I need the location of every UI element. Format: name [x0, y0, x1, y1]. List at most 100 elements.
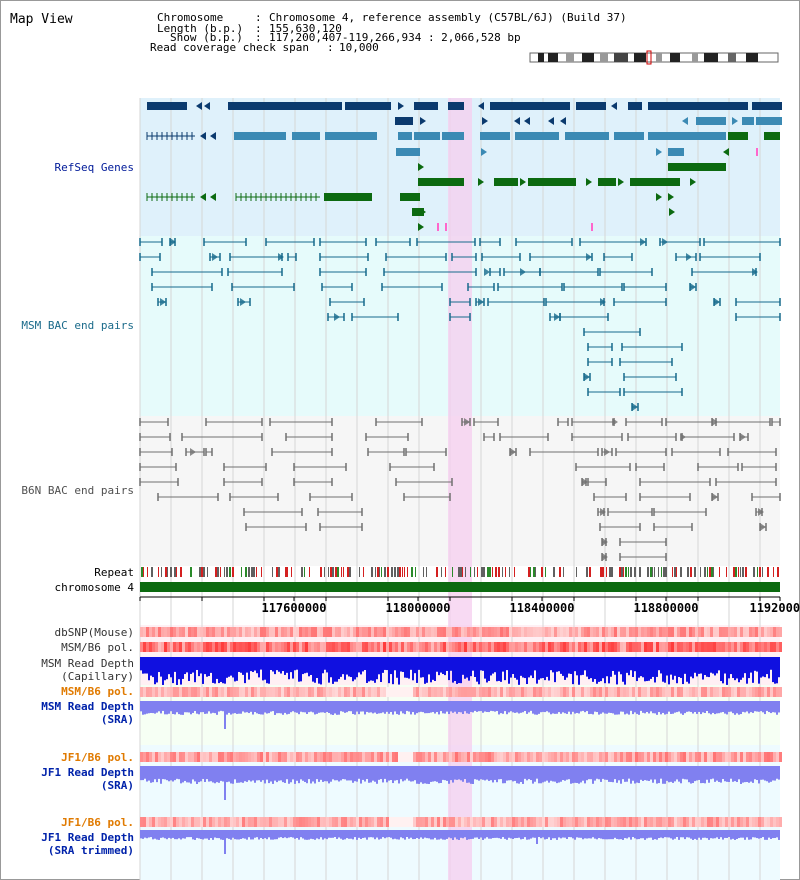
- read-depth-bar: [216, 830, 218, 839]
- polymorphism-cell: [386, 752, 389, 762]
- gene-block: [598, 178, 616, 186]
- polymorphism-cell: [701, 642, 704, 652]
- read-depth-bar: [414, 830, 416, 840]
- read-depth-bar: [610, 766, 612, 782]
- polymorphism-cell: [545, 817, 548, 827]
- polymorphism-cell: [713, 627, 716, 637]
- read-depth-bar: [634, 766, 636, 784]
- chromosome-bar[interactable]: [140, 582, 780, 592]
- read-depth-bar: [592, 657, 594, 682]
- polymorphism-cell: [746, 642, 749, 652]
- polymorphism-cell: [689, 752, 692, 762]
- repeat-element: [740, 567, 741, 577]
- polymorphism-cell: [191, 817, 194, 827]
- polymorphism-cell: [758, 627, 761, 637]
- polymorphism-cell: [170, 642, 173, 652]
- polymorphism-cell: [761, 687, 764, 697]
- read-depth-bar: [202, 766, 204, 779]
- read-depth-bar: [668, 701, 670, 712]
- read-depth-bar: [566, 657, 568, 678]
- polymorphism-cell: [458, 817, 461, 827]
- read-depth-bar: [274, 701, 276, 715]
- polymorphism-cell: [521, 752, 524, 762]
- read-depth-bar: [178, 766, 180, 780]
- polymorphism-cell: [557, 687, 560, 697]
- polymorphism-cell: [296, 627, 299, 637]
- read-depth-bar: [658, 830, 660, 839]
- read-depth-bar: [726, 657, 728, 685]
- polymorphism-cell: [512, 687, 515, 697]
- read-depth-bar: [342, 830, 344, 840]
- polymorphism-cell: [188, 627, 191, 637]
- read-depth-bar: [668, 657, 670, 685]
- polymorphism-cell: [158, 752, 161, 762]
- polymorphism-cell: [581, 627, 584, 637]
- read-depth-bar: [444, 830, 446, 840]
- polymorphism-cell: [680, 642, 683, 652]
- read-depth-bar: [682, 830, 684, 838]
- b6n-bac-end-pairs-track[interactable]: [139, 418, 781, 561]
- polymorphism-cell: [455, 817, 458, 827]
- polymorphism-cell: [185, 642, 188, 652]
- polymorphism-cell: [617, 627, 620, 637]
- polymorphism-cell: [608, 687, 611, 697]
- polymorphism-cell: [602, 642, 605, 652]
- polymorphism-cell: [773, 627, 776, 637]
- polymorphism-cell: [290, 642, 293, 652]
- polymorphism-cell: [155, 817, 158, 827]
- chromosome-ideogram[interactable]: [529, 50, 779, 65]
- read-depth-bar: [410, 830, 412, 838]
- gene-arrow: [210, 132, 216, 140]
- repeat-element: [733, 567, 735, 577]
- polymorphism-cell: [605, 687, 608, 697]
- read-depth-bar: [392, 657, 394, 685]
- ruler-tick-label: 117600000: [261, 601, 326, 615]
- polymorphism-cell: [536, 687, 539, 697]
- read-depth-bar: [476, 830, 478, 838]
- repeat-element: [347, 567, 349, 577]
- polymorphism-cell: [371, 817, 374, 827]
- polymorphism-cell: [485, 687, 488, 697]
- polymorphism-cell: [446, 817, 449, 827]
- read-depth-bar: [762, 766, 764, 780]
- read-depth-bar: [514, 766, 516, 781]
- read-depth-bar: [400, 701, 402, 712]
- repeat-element: [320, 567, 322, 577]
- read-depth-bar: [644, 701, 646, 714]
- polymorphism-cell: [695, 687, 698, 697]
- read-depth-bar: [594, 701, 596, 712]
- repeat-element: [530, 567, 531, 577]
- gene-block: [515, 132, 559, 140]
- polymorphism-cell: [299, 817, 302, 827]
- polymorphism-cell: [284, 817, 287, 827]
- polymorphism-cell: [350, 817, 353, 827]
- polymorphism-cell: [251, 817, 254, 827]
- polymorphism-cell: [194, 642, 197, 652]
- read-depth-bar: [238, 657, 240, 672]
- polymorphism-cell: [164, 642, 167, 652]
- msm-bac-end-pairs-track[interactable]: [139, 238, 781, 411]
- polymorphism-cell: [482, 642, 485, 652]
- polymorphism-cell: [197, 627, 200, 637]
- read-depth-bar: [768, 657, 770, 679]
- repeat-track[interactable]: [141, 567, 779, 577]
- polymorphism-cell: [368, 642, 371, 652]
- repeat-element: [436, 567, 438, 577]
- read-depth-bar: [468, 701, 470, 714]
- read-depth-bar: [234, 766, 236, 780]
- polymorphism-cell: [602, 817, 605, 827]
- repeat-element: [343, 567, 344, 577]
- read-depth-bar: [354, 766, 356, 782]
- polymorphism-cell: [353, 627, 356, 637]
- read-depth-bar: [278, 657, 280, 672]
- read-depth-bar: [744, 766, 746, 783]
- read-depth-bar: [376, 701, 378, 714]
- polymorphism-heat-tracks[interactable]: [140, 627, 782, 827]
- polymorphism-cell: [368, 627, 371, 637]
- gene-arrow: [548, 117, 554, 125]
- polymorphism-cell: [734, 752, 737, 762]
- read-depth-tracks[interactable]: [140, 657, 780, 854]
- refseq-genes-track[interactable]: [146, 102, 782, 231]
